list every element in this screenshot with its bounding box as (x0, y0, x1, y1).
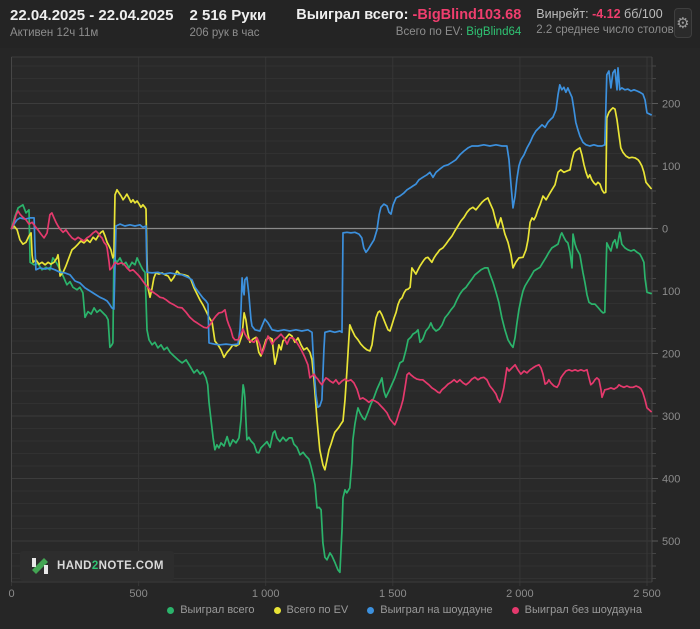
hand2note-logo-text: HAND2NOTE.COM (57, 560, 164, 572)
won-total-label: Выиграл всего: (296, 7, 409, 23)
won-total-line: Выиграл всего: -BigBlind103.68 (296, 7, 521, 23)
winnings-block: Выиграл всего: -BigBlind103.68 Всего по … (296, 0, 521, 38)
winrate-units: бб/100 (624, 7, 663, 21)
hands-block: 2 516 Руки 206 рук в час (189, 0, 266, 39)
svg-text:100: 100 (662, 161, 680, 173)
green-dot-icon (167, 606, 175, 614)
hands-per-hour: 206 рук в час (189, 27, 260, 39)
active-time: Активен 12ч 11м (10, 27, 99, 39)
hand2note-logo[interactable]: HAND2NOTE.COM (20, 551, 174, 581)
legend-item-ev[interactable]: Всего по EV (273, 604, 349, 616)
winrate-value: -4.12 (592, 7, 621, 21)
ev-value: BigBlind64 (466, 26, 522, 38)
hand2note-logo-icon (32, 558, 48, 574)
legend-label: Всего по EV (286, 604, 349, 616)
winrate-block: Винрейт: -4.12 бб/100 2.2 среднее число … (536, 0, 674, 36)
hands-total: 2 516 Руки (189, 7, 267, 24)
pink-dot-icon (511, 606, 519, 614)
legend-label: Выиграл без шоудауна (524, 604, 642, 616)
winrate-label: Винрейт: (536, 7, 589, 21)
svg-text:500: 500 (662, 536, 680, 548)
date-range: 22.04.2025 - 22.04.2025 (10, 7, 174, 24)
session-stats-header: 22.04.2025 - 22.04.2025 Активен 12ч 11м … (0, 0, 700, 48)
ev-label: Всего по EV: (395, 26, 464, 38)
svg-text:100: 100 (662, 286, 680, 298)
svg-text:400: 400 (662, 474, 680, 486)
blue-dot-icon (367, 606, 375, 614)
logo-part-note: NOTE.COM (98, 560, 164, 572)
svg-text:200: 200 (662, 99, 680, 111)
svg-text:0: 0 (662, 224, 668, 236)
won-total-value: -BigBlind103.68 (412, 7, 522, 23)
svg-text:2 500: 2 500 (633, 588, 661, 600)
logo-part-2: 2 (91, 560, 99, 572)
avg-tables: 2.2 среднее число столов (536, 24, 674, 36)
legend-item-non-showdown[interactable]: Выиграл без шоудауна (511, 604, 642, 616)
svg-text:0: 0 (8, 588, 14, 600)
svg-text:1 500: 1 500 (379, 588, 407, 600)
legend-item-won-total[interactable]: Выиграл всего (167, 604, 255, 616)
svg-text:500: 500 (129, 588, 147, 600)
svg-text:2 000: 2 000 (506, 588, 534, 600)
legend-label: Выиграл всего (180, 604, 255, 616)
svg-text:1 000: 1 000 (252, 588, 280, 600)
chart-legend: Выиграл всего Всего по EV Выиграл на шоу… (0, 604, 700, 616)
settings-button[interactable]: ⚙ (673, 8, 692, 38)
ev-line: Всего по EV: BigBlind64 (396, 26, 521, 38)
logo-part-hand: HAND (57, 560, 92, 572)
winrate-line: Винрейт: -4.12 бб/100 (536, 7, 674, 21)
svg-text:300: 300 (662, 411, 680, 423)
svg-text:200: 200 (662, 349, 680, 361)
legend-label: Выиграл на шоудауне (380, 604, 493, 616)
yellow-dot-icon (273, 606, 281, 614)
date-range-block: 22.04.2025 - 22.04.2025 Активен 12ч 11м (10, 0, 173, 39)
legend-item-showdown[interactable]: Выиграл на шоудауне (367, 604, 493, 616)
equity-graph-panel: 200 100 0 100 200 300 400 500 0 500 1 000 1 500 2 00… (0, 48, 700, 629)
gear-icon: ⚙ (676, 15, 690, 32)
